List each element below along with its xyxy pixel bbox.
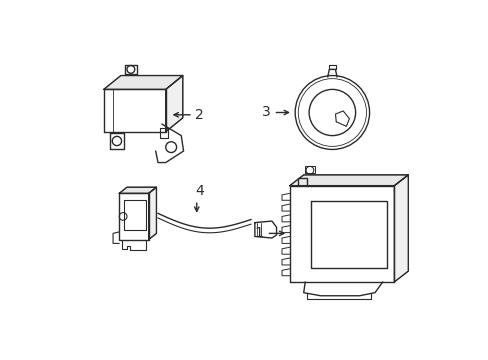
Polygon shape [148,187,156,239]
Polygon shape [165,76,183,132]
Polygon shape [289,175,407,186]
Text: 4: 4 [195,184,204,198]
Text: 3: 3 [261,105,270,120]
Circle shape [309,90,354,135]
Text: 1: 1 [254,226,263,240]
Text: 2: 2 [195,108,203,122]
Polygon shape [393,175,407,282]
Polygon shape [119,187,156,193]
Polygon shape [103,76,183,89]
